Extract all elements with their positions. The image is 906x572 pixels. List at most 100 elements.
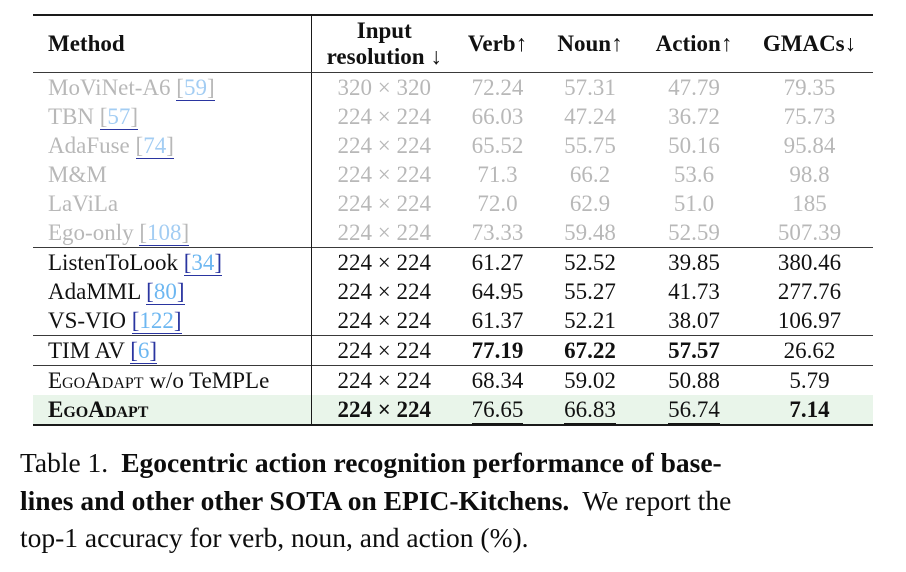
citation-link[interactable]: [59] (176, 75, 215, 101)
cell-method: Ego-only [108] (33, 218, 312, 248)
cell-gmacs: 26.62 (746, 335, 873, 366)
cell-res: 224 × 224 (311, 365, 457, 395)
cell-gmacs: 7.14 (789, 397, 830, 422)
cell-noun: 55.27 (564, 279, 616, 304)
citation-link[interactable]: [6] (130, 338, 158, 364)
table-row: AdaMML [80] 224 × 224 64.95 55.27 41.73 277.7… (33, 277, 873, 306)
method-name: EgoAdapt (48, 368, 144, 393)
cell-method: TIM AV [6] (33, 335, 312, 366)
cell-method: EgoAdapt (33, 395, 312, 425)
cell-noun: 47.24 (564, 104, 616, 129)
cell-res: 224 × 224 (337, 308, 431, 333)
cell-gmacs: 106.97 (777, 308, 842, 333)
col-header-gmacs: GMACs↓ (746, 15, 873, 73)
table-row: EgoAdapt 224 × 224 76.65 66.83 56.74 7.14 (33, 395, 873, 425)
method-name: ListenToLook (48, 250, 178, 275)
second-best-value: 56.74 (668, 397, 720, 425)
method-name: AdaMML (48, 279, 141, 304)
cell-verb: 61.37 (471, 308, 524, 333)
citation-link[interactable]: [108] (139, 220, 190, 246)
col-header-verb: Verb↑ (457, 15, 538, 73)
table-row: TBN [57] 224 × 224 66.03 47.24 36.72 75.73 (33, 102, 873, 131)
cell-verb: 65.52 (471, 133, 524, 158)
citation-link[interactable]: [122] (131, 308, 182, 334)
citation-link[interactable]: [74] (135, 133, 174, 159)
caption-line-2: lines and other other SOTA on EPIC-Kitch… (20, 482, 894, 520)
method-name: TIM AV (48, 338, 125, 363)
col-header-action: Action↑ (642, 15, 746, 73)
cell-verb: 72.0 (477, 191, 518, 216)
cell-res: 224 × 224 (337, 220, 431, 245)
cell-verb: 64.95 (471, 279, 524, 304)
cell-res: 224 × 224 (337, 162, 431, 187)
caption-text-part-1: We report the (582, 484, 732, 516)
cell-action: 47.79 (668, 75, 720, 100)
cell-gmacs: 277.76 (777, 279, 842, 304)
cell-res: 224 × 224 (337, 104, 431, 129)
cell-gmacs: 79.35 (783, 75, 836, 100)
method-name: VS-VIO (48, 308, 126, 333)
cell-action: 52.59 (668, 220, 720, 245)
cell-method: ListenToLook [34] (33, 247, 312, 277)
caption-text-part-2: top-1 accuracy for verb, noun, and actio… (20, 522, 529, 553)
table-row: ListenToLook [34] 224 × 224 61.27 52.52 39.8… (33, 247, 873, 277)
cell-gmacs: 5.79 (746, 365, 873, 395)
cell-res: 224 × 224 (311, 335, 457, 366)
results-table-container: Method Input resolution ↓ Verb↑ Noun↑ Action↑… (33, 14, 873, 426)
cell-noun: 55.75 (564, 133, 616, 158)
cell-noun: 57.31 (564, 75, 616, 100)
second-best-value: 76.65 (471, 397, 524, 425)
col-header-method: Method (33, 15, 312, 73)
cell-noun: 66.2 (569, 162, 611, 187)
cell-method: AdaMML [80] (33, 277, 312, 306)
cell-method: EgoAdapt w/o TeMPLe (33, 365, 312, 395)
method-name: LaViLa (48, 191, 119, 216)
cell-verb: 61.27 (457, 247, 538, 277)
method-name: AdaFuse (48, 133, 130, 158)
cell-action: 51.0 (673, 191, 715, 216)
cell-noun: 67.22 (538, 335, 642, 366)
citation-link[interactable]: [80] (146, 279, 185, 305)
cell-method: TBN [57] (33, 102, 312, 131)
caption-bold-part-1: Egocentric action recognition performanc… (121, 447, 722, 478)
cell-noun: 62.9 (569, 191, 611, 216)
method-name: MoViNet-A6 (48, 75, 171, 100)
cell-noun: 52.21 (564, 308, 616, 333)
table-caption: Table 1. Egocentric action recognition pe… (20, 444, 894, 557)
cell-method: M&M (33, 160, 312, 189)
cell-verb: 73.33 (471, 220, 524, 245)
table-row: VS-VIO [122] 224 × 224 61.37 52.21 38.07 106.… (33, 306, 873, 336)
cell-method: LaViLa (33, 189, 312, 218)
cell-method: MoViNet-A6 [59] (33, 72, 312, 102)
method-name: M&M (48, 162, 107, 187)
citation-link[interactable]: [34] (183, 250, 223, 276)
cell-action: 50.88 (642, 365, 746, 395)
cell-verb: 71.3 (477, 162, 518, 187)
cell-verb: 77.19 (457, 335, 538, 366)
citation-link[interactable]: [57] (99, 104, 139, 130)
method-name: TBN (48, 104, 94, 129)
cell-noun: 52.52 (538, 247, 642, 277)
table-row: MoViNet-A6 [59] 320 × 320 72.24 57.31 47.79 7… (33, 72, 873, 102)
cell-verb: 66.03 (471, 104, 524, 129)
cell-res: 224 × 224 (337, 397, 432, 422)
cell-method: AdaFuse [74] (33, 131, 312, 160)
cell-action: 53.6 (673, 162, 715, 187)
cell-res: 320 × 320 (337, 75, 431, 100)
caption-line-3: top-1 accuracy for verb, noun, and actio… (20, 519, 894, 557)
results-table: Method Input resolution ↓ Verb↑ Noun↑ Action↑… (33, 14, 873, 426)
cell-action: 39.85 (642, 247, 746, 277)
cell-gmacs: 98.8 (789, 162, 830, 187)
table-row: M&M 224 × 224 71.3 66.2 53.6 98.8 (33, 160, 873, 189)
caption-bold-part-2: lines and other other SOTA on EPIC-Kitch… (20, 484, 570, 516)
method-suffix: w/o TeMPLe (143, 368, 270, 393)
caption-table-number: Table 1. (20, 447, 109, 478)
cell-gmacs: 95.84 (783, 133, 836, 158)
cell-gmacs: 380.46 (746, 247, 873, 277)
method-name: Ego-only (48, 220, 134, 245)
cell-verb: 76.65 (457, 395, 538, 425)
cell-res: 224 × 224 (337, 279, 431, 304)
cell-action: 36.72 (668, 104, 720, 129)
cell-action: 41.73 (668, 279, 720, 304)
